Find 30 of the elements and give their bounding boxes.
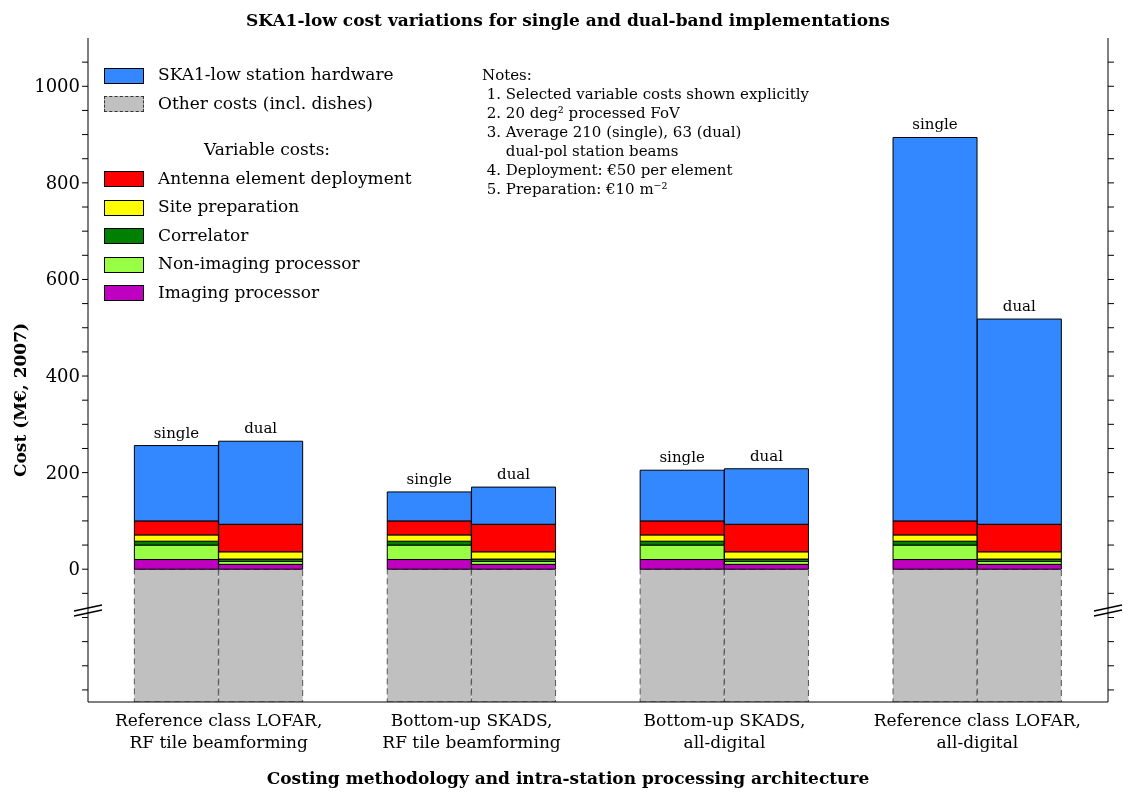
data-label: dual	[1002, 297, 1037, 316]
data-label: single	[912, 115, 958, 134]
text: Bottom-up SKADS, all-digital	[643, 710, 806, 752]
data-label: dual	[497, 465, 531, 484]
chart-title: SKA1-low cost variations for single and dual-band implementations	[245, 10, 891, 30]
legend-label: Non-imaging processor	[157, 252, 361, 275]
data-label: single	[659, 448, 705, 467]
data-label: dual	[749, 446, 784, 465]
text: Bottom-up SKADS, RF tile beamforming	[382, 710, 561, 752]
y-axis-title: Cost (M€, 2007)	[10, 322, 30, 478]
legend-label: SKA1-low station hardware	[157, 63, 395, 86]
text: Reference class LOFAR, RF tile beamforming	[115, 710, 323, 752]
legend-title: Variable costs:	[202, 138, 332, 161]
data-label: single	[153, 423, 200, 442]
y-tick-label: 400	[45, 365, 80, 387]
data-label: dual	[244, 419, 278, 438]
x-axis-title: Costing methodology and intra-station processing architecture	[265, 768, 871, 788]
legend-label: Other costs (incl. dishes)	[157, 91, 374, 115]
y-tick-label: 1000	[34, 75, 80, 97]
data-label: single	[406, 469, 453, 488]
annotation: Notes: 1. Selected variable costs shown explicitly 2. 20 deg² processed FoV 3. Average 210 (single), 63 (dual) dual-pol station beams 4. Deployment: €50 per element 5. Preparation: €10 m⁻²	[482, 66, 810, 199]
y-tick-label: 600	[45, 268, 80, 290]
legend-label: Correlator	[157, 223, 250, 247]
legend-label: Antenna element deployment	[157, 166, 412, 190]
legend-label: Site preparation	[157, 195, 301, 218]
y-tick-label: 0	[68, 558, 80, 580]
y-tick-label: 800	[45, 171, 80, 193]
text: Reference class LOFAR, all-digital	[873, 710, 1081, 752]
y-tick-label: 200	[45, 461, 80, 483]
legend-label: Imaging processor	[157, 280, 321, 304]
